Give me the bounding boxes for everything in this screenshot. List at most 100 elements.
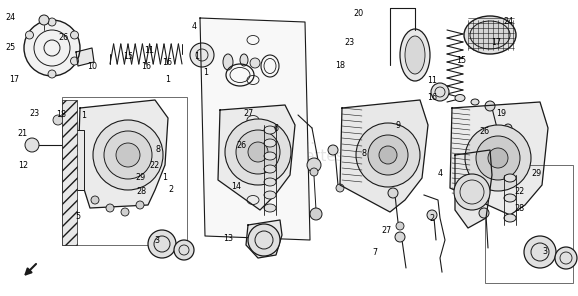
Text: 5: 5	[76, 212, 80, 221]
Bar	[62, 97, 187, 245]
Circle shape	[71, 31, 79, 39]
Ellipse shape	[67, 126, 77, 133]
Ellipse shape	[264, 191, 276, 199]
Text: 16: 16	[162, 58, 173, 67]
Ellipse shape	[240, 54, 248, 66]
Circle shape	[454, 174, 490, 210]
Circle shape	[174, 240, 194, 260]
Circle shape	[190, 43, 214, 67]
Text: 1: 1	[194, 52, 199, 61]
Circle shape	[524, 236, 556, 268]
Ellipse shape	[67, 147, 77, 154]
Text: 22: 22	[514, 187, 524, 196]
Circle shape	[71, 57, 79, 65]
Text: 3: 3	[542, 247, 547, 256]
Circle shape	[248, 142, 268, 162]
Text: 3: 3	[155, 236, 160, 245]
Text: 23: 23	[29, 109, 40, 118]
Circle shape	[148, 230, 176, 258]
Circle shape	[48, 18, 56, 26]
Circle shape	[488, 148, 508, 168]
Text: 1: 1	[81, 111, 86, 120]
Circle shape	[307, 158, 321, 172]
Ellipse shape	[504, 214, 516, 222]
Ellipse shape	[264, 139, 276, 147]
Ellipse shape	[405, 36, 425, 74]
Circle shape	[336, 184, 344, 192]
Text: 15: 15	[456, 56, 466, 65]
Ellipse shape	[264, 178, 276, 186]
Text: 28: 28	[514, 204, 524, 213]
Text: 9: 9	[395, 121, 400, 130]
Text: 2: 2	[168, 185, 173, 194]
Ellipse shape	[67, 186, 77, 194]
Circle shape	[310, 168, 318, 176]
Circle shape	[498, 140, 506, 148]
Text: 1: 1	[162, 173, 167, 182]
Ellipse shape	[455, 94, 465, 102]
Ellipse shape	[504, 194, 516, 202]
Circle shape	[25, 31, 34, 39]
Text: 18: 18	[55, 110, 66, 119]
Polygon shape	[450, 102, 548, 215]
Ellipse shape	[67, 166, 77, 173]
Ellipse shape	[223, 54, 233, 70]
Ellipse shape	[264, 152, 276, 160]
Circle shape	[379, 146, 397, 164]
Circle shape	[106, 204, 114, 212]
Circle shape	[328, 145, 338, 155]
Circle shape	[93, 120, 163, 190]
Ellipse shape	[504, 174, 516, 182]
Text: 4: 4	[438, 169, 443, 178]
Ellipse shape	[400, 29, 430, 81]
Circle shape	[121, 208, 129, 216]
Text: 15: 15	[123, 52, 134, 61]
Text: ublic...
motocyclettes: ublic... motocyclettes	[236, 132, 344, 164]
Text: 13: 13	[223, 234, 234, 243]
Circle shape	[25, 138, 39, 152]
Text: 12: 12	[18, 161, 28, 170]
Circle shape	[368, 135, 408, 175]
Ellipse shape	[264, 204, 276, 212]
Text: 16: 16	[427, 93, 438, 102]
Text: 8: 8	[156, 145, 161, 154]
Text: 29: 29	[531, 169, 542, 178]
Circle shape	[236, 130, 280, 174]
Text: 26: 26	[479, 127, 490, 136]
Circle shape	[53, 115, 63, 125]
Circle shape	[39, 15, 49, 25]
Text: 18: 18	[335, 61, 345, 70]
Text: 26: 26	[58, 33, 69, 41]
Circle shape	[136, 201, 144, 209]
Polygon shape	[340, 100, 428, 212]
Circle shape	[395, 232, 405, 242]
Polygon shape	[76, 48, 94, 66]
Circle shape	[476, 136, 520, 180]
Circle shape	[396, 222, 404, 230]
Text: 16: 16	[141, 62, 151, 71]
Ellipse shape	[464, 16, 516, 54]
Ellipse shape	[67, 107, 77, 113]
Polygon shape	[246, 220, 282, 258]
Circle shape	[225, 119, 291, 185]
Ellipse shape	[67, 207, 77, 213]
Circle shape	[248, 224, 280, 256]
Text: 19: 19	[497, 109, 507, 118]
Circle shape	[465, 125, 531, 191]
Circle shape	[388, 188, 398, 198]
Text: 1: 1	[203, 68, 208, 77]
Circle shape	[24, 20, 80, 76]
Text: 20: 20	[353, 9, 364, 18]
Text: 24: 24	[503, 17, 514, 26]
Text: 4: 4	[191, 22, 196, 31]
Ellipse shape	[264, 165, 276, 173]
Text: 22: 22	[150, 161, 160, 170]
Bar	[485, 165, 573, 283]
Text: 24: 24	[5, 13, 16, 22]
Text: 25: 25	[5, 43, 16, 52]
Circle shape	[555, 247, 577, 269]
Circle shape	[504, 124, 512, 132]
Text: 11: 11	[144, 46, 154, 55]
Text: 14: 14	[231, 182, 241, 191]
Text: 26: 26	[236, 141, 247, 149]
